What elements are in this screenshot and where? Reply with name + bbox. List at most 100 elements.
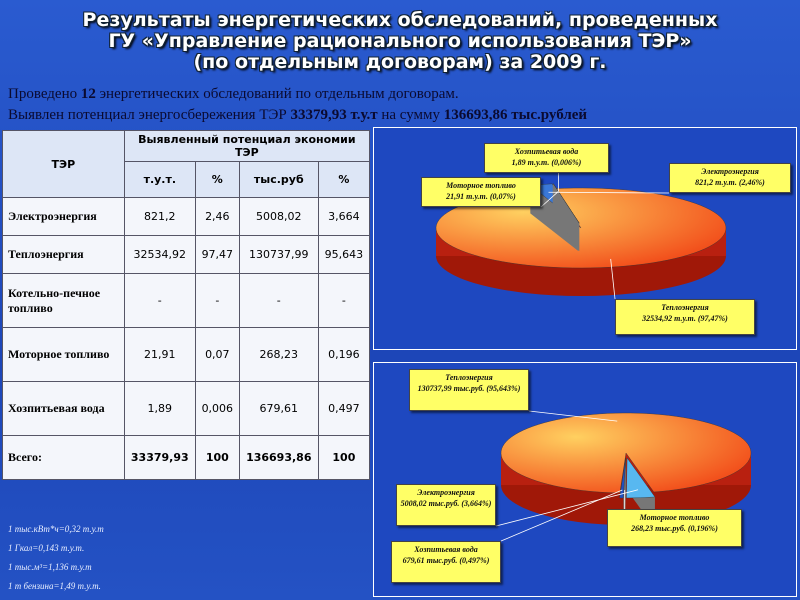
table-row: Котельно-печное топливо - - - - [2, 273, 371, 328]
callout: Моторное топливо 21,91 т.у.т. (0,07%) [421, 177, 541, 207]
table-cell: 100 [317, 435, 371, 480]
title-line: Результаты энергетических обследований, … [82, 9, 718, 31]
notes: 1 тыс.кВт*ч=0,32 т.у.т 1 Гкал=0,143 т.у.т… [8, 520, 104, 600]
title: Результаты энергетических обследований, … [0, 10, 800, 73]
table-cell: 95,643 [317, 235, 371, 274]
table-cell: 2,46 [194, 197, 240, 236]
table-cell: 0,196 [317, 327, 371, 382]
table-cell: 1,89 [123, 381, 196, 436]
table-cell: Котельно-печное топливо [2, 273, 125, 328]
table-cell: Электроэнергия [2, 197, 125, 236]
leader-line [495, 489, 639, 527]
header-cell: т.у.т. [123, 161, 196, 198]
callout-name: Теплоэнергия [445, 373, 493, 382]
note: 1 тыс.кВт*ч=0,32 т.у.т [8, 524, 104, 534]
table-cell: 32534,92 [123, 235, 196, 274]
callout-name: Хозпитьевая вода [414, 545, 478, 554]
note: 1 т ДТ=1,45 т.у.т. [8, 596, 104, 600]
callout: Электроэнергия 5008,02 тыс.руб. (3,664%) [396, 484, 496, 526]
table-cell: 136693,86 [238, 435, 319, 480]
callout-value: 32534,92 т.у.т. (97,47%) [642, 314, 728, 323]
summary: Проведено 12 энергетических обследований… [8, 84, 587, 126]
data-table: ТЭР Выявленный потенциал экономии ТЭР т.у.… [2, 130, 371, 480]
callout: Теплоэнергия 32534,92 т.у.т. (97,47%) [615, 299, 755, 335]
table-cell: 3,664 [317, 197, 371, 236]
leader-line [500, 489, 623, 542]
header-row: ТЭР Выявленный потенциал экономии ТЭР [2, 130, 371, 198]
callout-value: 5008,02 тыс.руб. (3,664%) [400, 499, 492, 508]
callout-name: Моторное топливо [639, 513, 710, 522]
table-cell: - [317, 273, 371, 328]
callout: Электроэнергия 821,2 т.у.т. (2,46%) [669, 163, 791, 193]
summary-text: на сумму [381, 107, 441, 123]
table-cell: 0,006 [194, 381, 240, 436]
pie-slice [619, 457, 626, 499]
table-cell: 21,91 [123, 327, 196, 382]
callout-value: 268,23 тыс.руб. (0,196%) [631, 524, 718, 533]
pie-slice [500, 412, 752, 494]
pie-slice [626, 457, 656, 499]
callout-name: Электроэнергия [417, 488, 475, 497]
table-row: Электроэнергия 821,2 2,46 5008,02 3,664 [2, 197, 371, 236]
leader-line [610, 258, 616, 300]
leader-line [548, 191, 670, 194]
table-cell: 33379,93 [123, 435, 196, 480]
table-cell: 679,61 [238, 381, 319, 436]
callout: Теплоэнергия 130737,99 тыс.руб. (95,643%) [409, 369, 529, 411]
header-cell: % [317, 161, 371, 198]
callout-name: Электроэнергия [701, 167, 759, 176]
header-row: т.у.т.% тыс.руб% [3, 161, 371, 198]
summary-line: Проведено 12 энергетических обследований… [8, 84, 587, 105]
chart-panel: Теплоэнергия 32534,92 т.у.т. (97,47%) Элек… [373, 127, 797, 350]
header-cell: % [194, 161, 240, 198]
table-row: Всего: 33379,93 100 136693,86 100 [2, 435, 371, 480]
chart-panel: Теплоэнергия 130737,99 тыс.руб. (95,643%)… [373, 362, 797, 597]
table-cell: 97,47 [194, 235, 240, 274]
pie-slice [435, 187, 727, 269]
callout-value: 21,91 т.у.т. (0,07%) [446, 192, 516, 201]
table-row: Теплоэнергия 32534,92 97,47 130737,99 95,643 [2, 235, 371, 274]
summary-line: Выявлен потенциал энергосбережения ТЭР 3… [8, 105, 587, 126]
table-cell: 5008,02 [238, 197, 319, 236]
summary-text: Проведено [8, 86, 78, 102]
callout-value: 679,61 тыс.руб. (0,497%) [402, 556, 490, 565]
summary-text: 12 [80, 86, 96, 102]
callout-value: 130737,99 тыс.руб. (95,643%) [417, 384, 521, 393]
table-cell: 0,07 [194, 327, 240, 382]
table-cell: Моторное топливо [2, 327, 125, 382]
slice-side [553, 183, 580, 252]
table-cell: 100 [194, 435, 240, 480]
header-cell: Выявленный потенциал экономии ТЭР [123, 130, 371, 162]
note: 1 Гкал=0,143 т.у.т. [8, 543, 85, 553]
pie-slice [552, 183, 580, 224]
note: 1 т бензина=1,49 т.у.т. [8, 581, 101, 591]
table-cell: 0,497 [317, 381, 371, 436]
leader-line [528, 410, 618, 422]
table-cell: 821,2 [123, 197, 196, 236]
callout-name: Моторное топливо [446, 181, 516, 190]
callout: Хозпитьевая вода 1,89 т.у.т. (0,006%) [484, 143, 609, 173]
slice-side [530, 185, 579, 252]
table-cell: Теплоэнергия [2, 235, 125, 274]
table-cell: - [238, 273, 319, 328]
summary-text: 136693,86 тыс.рублей [443, 107, 588, 123]
callout-value: 821,2 т.у.т. (2,46%) [695, 178, 765, 187]
callout-name: Теплоэнергия [661, 303, 709, 312]
table-row: Моторное топливо 21,91 0,07 268,23 0,196 [2, 327, 371, 382]
table-cell: 268,23 [238, 327, 319, 382]
title-line: (по отдельным договорам) за 2009 г. [193, 51, 607, 73]
table-cell: - [194, 273, 240, 328]
table-cell: Хозпитьевая вода [2, 381, 125, 436]
summary-text: 33379,93 т.у.т [290, 107, 378, 123]
leader-line [540, 191, 559, 208]
callout-value: 1,89 т.у.т. (0,006%) [511, 158, 582, 167]
note: 1 тыс.м³=1,136 т.у.т [8, 562, 92, 572]
callout: Моторное топливо 268,23 тыс.руб. (0,196%) [607, 509, 742, 547]
summary-text: энергетических обследований по отдельным… [99, 86, 459, 102]
callout: Хозпитьевая вода 679,61 тыс.руб. (0,497%) [391, 541, 501, 583]
title-line: ГУ «Управление рационального использован… [108, 30, 692, 52]
callout-name: Хозпитьевая вода [514, 147, 579, 156]
pie-chart [435, 173, 727, 300]
table-cell: - [123, 273, 196, 328]
